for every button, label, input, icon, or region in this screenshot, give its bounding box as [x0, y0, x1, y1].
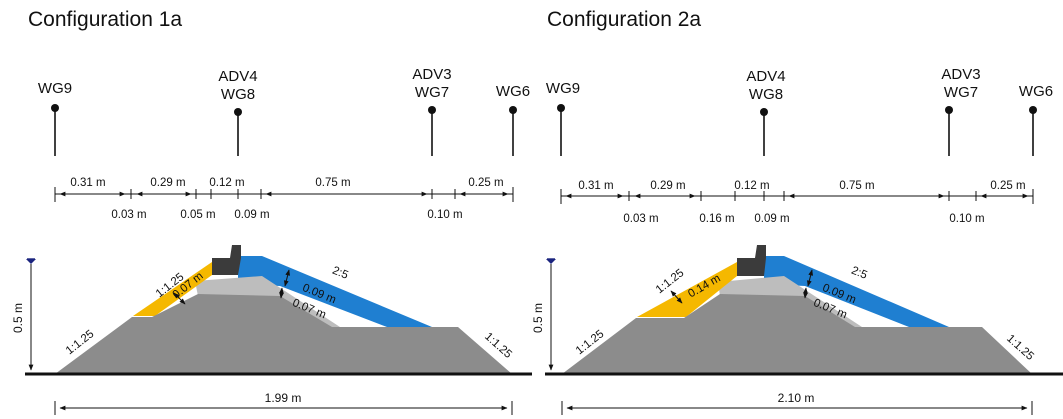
height-label: 0.5 m	[11, 303, 25, 333]
height-label: 0.5 m	[531, 303, 545, 333]
slope-label: 2:5	[849, 265, 868, 282]
gauge-marker-icon	[1029, 106, 1037, 114]
gauge-label-line-1: ADV4	[218, 68, 257, 85]
gauge-adv3-wg7: ADV3 WG7	[941, 66, 981, 156]
filter-layer	[718, 276, 862, 327]
total-length-dimension	[561, 401, 1033, 415]
front-armour-layer	[637, 262, 737, 317]
front-armour-layer	[133, 262, 212, 316]
dimension-label: 0.75 m	[839, 180, 874, 192]
gauge-marker-icon	[945, 106, 953, 114]
gauge-label-line-1: ADV4	[746, 68, 785, 85]
top-dimension-chain	[560, 189, 1034, 204]
breakwater-cross-section: 0.5 m 1:1.25 1:1.25 2:5 1:1.25 0.07 m 0.…	[11, 245, 532, 376]
dimension-label: 0.12 m	[209, 177, 244, 189]
slope-label: 1:1.25	[654, 267, 687, 296]
gauge-label-line-1: ADV3	[941, 66, 980, 83]
gauge-marker-icon	[509, 106, 517, 114]
breakwater-core	[562, 294, 1032, 374]
gauge-label-line-2: WG8	[749, 86, 783, 103]
gauge-marker-icon	[557, 104, 565, 112]
crown-wall	[737, 245, 766, 276]
total-length-dimension	[54, 401, 513, 415]
gauge-label: WG9	[38, 80, 72, 97]
gauge-label: WG6	[496, 83, 530, 100]
dimension-label: 0.29 m	[650, 180, 685, 192]
dimension-label: 0.05 m	[180, 209, 215, 221]
dimension-label: 0.09 m	[754, 213, 789, 225]
breakwater-core	[55, 294, 512, 374]
gauge-wg9: WG9	[546, 80, 580, 156]
dimension-label: 0.12 m	[734, 180, 769, 192]
top-dimension-chain	[54, 187, 514, 202]
dimension-label: 0.03 m	[623, 213, 658, 225]
gauge-adv4-wg8: ADV4 WG8	[746, 68, 786, 156]
gauge-marker-icon	[51, 104, 59, 112]
gauge-label: WG6	[1019, 83, 1053, 100]
gauge-wg6: WG6	[496, 83, 530, 156]
panel-title: Configuration 2a	[547, 8, 701, 31]
dimension-label: 0.75 m	[315, 177, 350, 189]
gauge-label-line-1: ADV3	[412, 66, 451, 83]
dimension-label: 0.10 m	[949, 213, 984, 225]
gauge-label-line-2: WG7	[944, 84, 978, 101]
configuration-1a-panel: Configuration 1a WG9 ADV4 WG8 ADV3 WG7 W…	[11, 8, 532, 415]
gauge-label: WG9	[546, 80, 580, 97]
dimension-label: 0.25 m	[468, 177, 503, 189]
dimension-label: 0.16 m	[699, 213, 734, 225]
panel-title: Configuration 1a	[28, 8, 182, 31]
dimension-label: 0.09 m	[234, 209, 269, 221]
configuration-2a-panel: Configuration 2a WG9 ADV4 WG8 ADV3 WG7 W…	[531, 8, 1063, 415]
gauge-label-line-2: WG8	[221, 86, 255, 103]
filter-layer	[195, 276, 340, 327]
dimension-label: 0.31 m	[578, 180, 613, 192]
gauge-marker-icon	[234, 108, 242, 116]
gauge-adv3-wg7: ADV3 WG7	[412, 66, 452, 156]
dimension-label: 0.03 m	[111, 209, 146, 221]
gauge-adv4-wg8: ADV4 WG8	[218, 68, 258, 156]
water-level-icon	[26, 259, 36, 264]
dimension-label: 0.10 m	[427, 209, 462, 221]
crown-wall	[212, 245, 241, 275]
slope-label: 2:5	[330, 265, 349, 282]
gauge-wg6: WG6	[1019, 83, 1053, 156]
water-level-icon	[546, 259, 556, 264]
total-length-label: 1.99 m	[265, 391, 302, 405]
dimension-label: 0.31 m	[70, 177, 105, 189]
total-length-label: 2.10 m	[778, 391, 815, 405]
dimension-label: 0.29 m	[150, 177, 185, 189]
breakwater-cross-section: 0.5 m 1:1.25 1:1.25 2:5 1:1.25 0.14 m 0.…	[531, 245, 1063, 376]
dimension-label: 0.25 m	[990, 180, 1025, 192]
gauge-marker-icon	[760, 108, 768, 116]
gauge-wg9: WG9	[38, 80, 72, 156]
gauge-marker-icon	[428, 106, 436, 114]
gauge-label-line-2: WG7	[415, 84, 449, 101]
